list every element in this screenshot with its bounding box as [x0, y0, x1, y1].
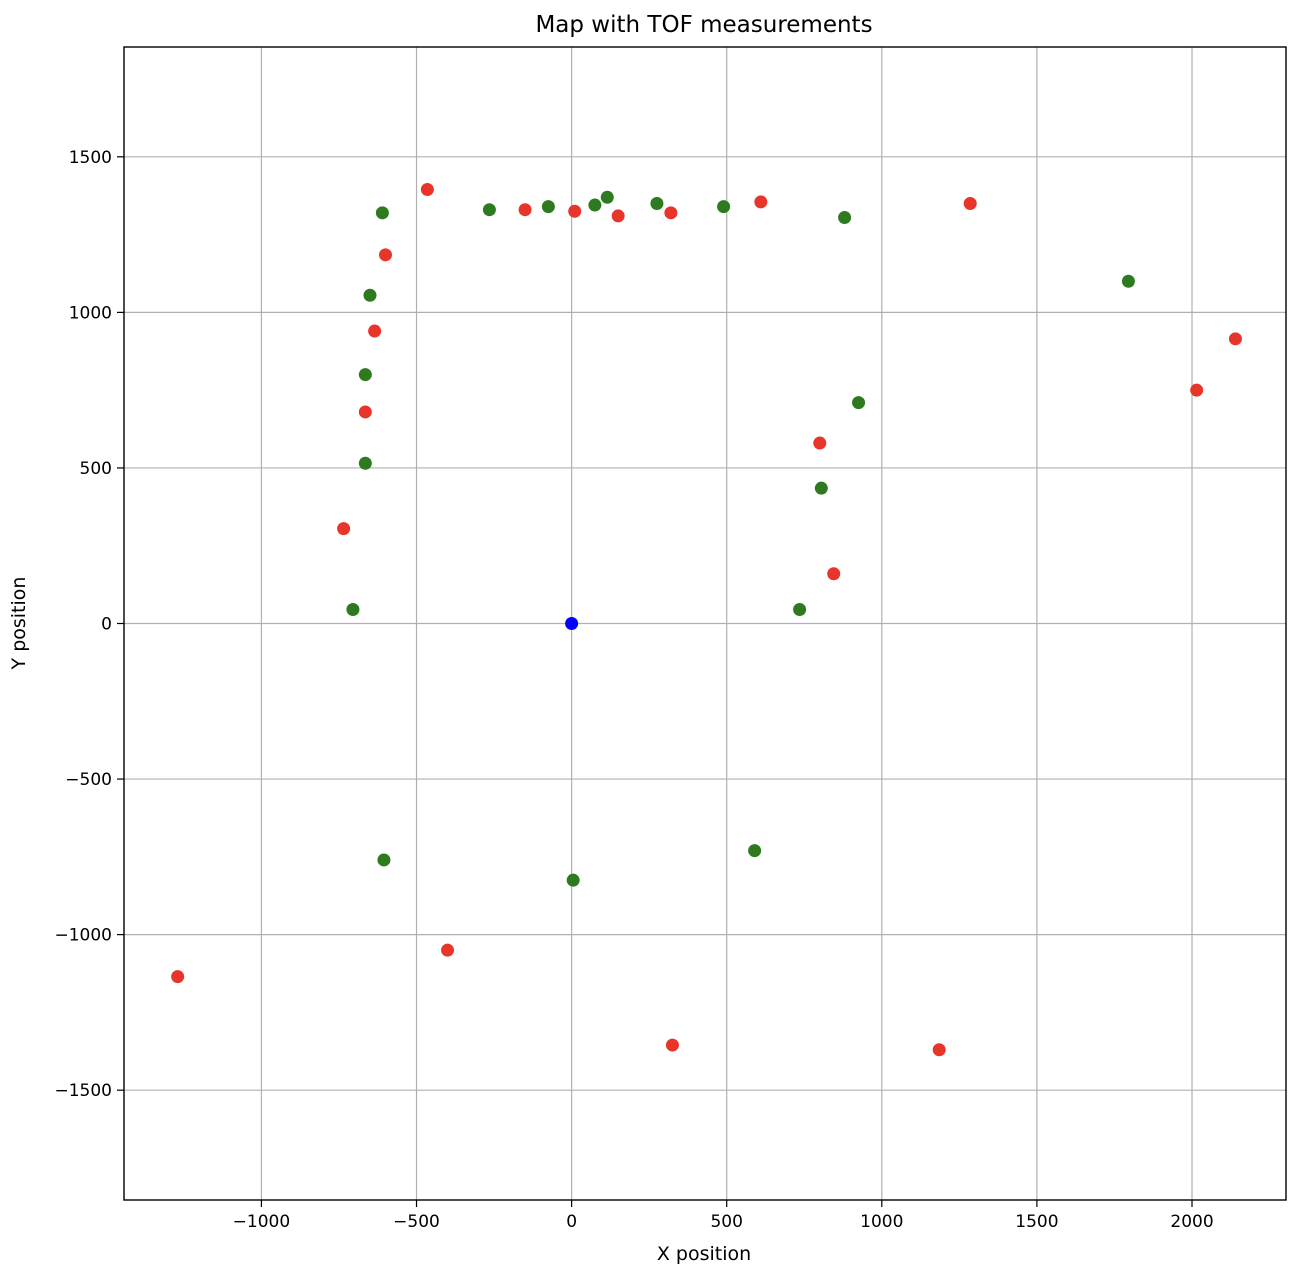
- x-tick-label: 1000: [860, 1212, 903, 1232]
- scatter-point: [814, 481, 828, 495]
- scatter-point: [375, 206, 389, 220]
- scatter-point: [748, 844, 762, 858]
- chart-title: Map with TOF measurements: [535, 12, 872, 38]
- scatter-point: [378, 248, 392, 262]
- scatter-point: [665, 1038, 679, 1052]
- y-tick-label: 1500: [69, 148, 112, 168]
- scatter-point: [565, 617, 579, 630]
- scatter-point: [358, 456, 372, 470]
- scatter-point: [541, 200, 555, 214]
- scatter-point: [600, 190, 614, 204]
- scatter-point: [813, 436, 827, 450]
- scatter-point: [368, 324, 382, 338]
- scatter-point: [754, 195, 768, 209]
- y-tick-label: 500: [80, 459, 112, 479]
- x-axis-label: X position: [657, 1243, 751, 1265]
- scatter-point: [793, 602, 807, 616]
- x-tick-label: −1000: [233, 1212, 291, 1232]
- y-axis-ticks: −1500 −1000 −500 0 500 1000 1500: [54, 148, 124, 1101]
- y-tick-label: −500: [65, 770, 112, 790]
- scatter-point: [566, 873, 580, 887]
- scatter-point: [377, 853, 391, 867]
- scatter-point: [337, 522, 351, 536]
- scatter-point: [838, 210, 852, 224]
- grid-lines: [124, 47, 1286, 1200]
- scatter-point: [482, 203, 496, 217]
- scatter-point: [932, 1043, 946, 1057]
- y-axis-label: Y position: [8, 577, 30, 671]
- y-tick-label: 1000: [69, 303, 112, 323]
- scatter-point: [1121, 274, 1135, 288]
- data-points: [171, 182, 1242, 1057]
- scatter-point: [588, 198, 602, 212]
- scatter-point: [852, 396, 866, 410]
- scatter-point: [346, 602, 360, 616]
- scatter-point: [611, 209, 625, 223]
- scatter-point: [358, 405, 372, 419]
- scatter-point: [568, 204, 582, 218]
- y-tick-label: −1000: [54, 926, 112, 946]
- scatter-point: [717, 200, 731, 214]
- scatter-point: [963, 196, 977, 210]
- x-tick-label: 1500: [1015, 1212, 1058, 1232]
- scatter-point: [827, 567, 841, 581]
- scatter-point: [420, 182, 434, 196]
- y-tick-label: 0: [101, 615, 112, 635]
- x-tick-label: −500: [393, 1212, 440, 1232]
- scatter-point: [1228, 332, 1242, 346]
- scatter-point: [650, 196, 664, 210]
- y-tick-label: −1500: [54, 1081, 112, 1101]
- scatter-point: [441, 943, 455, 957]
- scatter-point: [518, 203, 532, 217]
- scatter-point: [363, 288, 377, 302]
- x-axis-ticks: −1000 −500 0 500 1000 1500 2000: [233, 1200, 1214, 1232]
- scatter-point: [1190, 383, 1204, 397]
- scatter-point: [664, 206, 678, 220]
- x-tick-label: 0: [566, 1212, 577, 1232]
- x-tick-label: 500: [710, 1212, 742, 1232]
- scatter-point: [358, 368, 372, 382]
- x-tick-label: 2000: [1170, 1212, 1213, 1232]
- scatter-point: [171, 970, 185, 984]
